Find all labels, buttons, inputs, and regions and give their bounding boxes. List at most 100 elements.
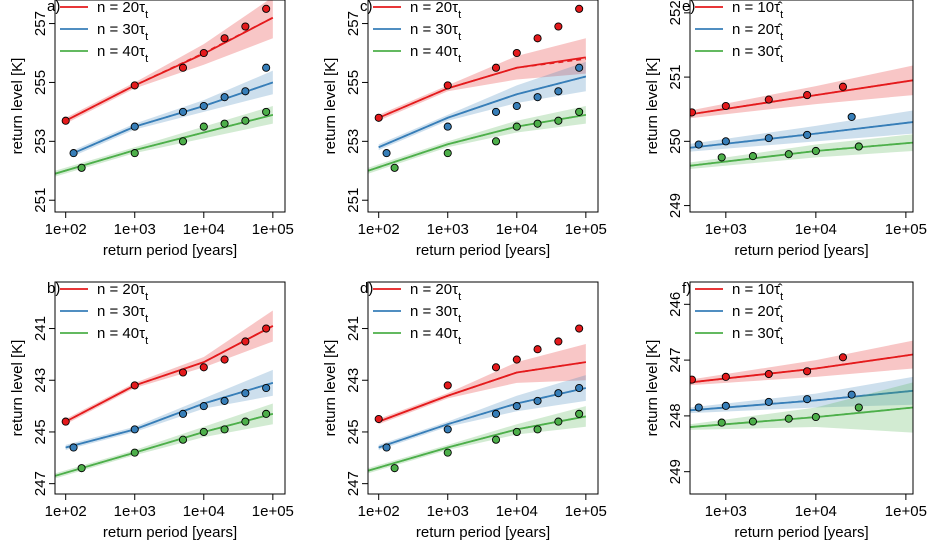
- data-point: [241, 87, 250, 96]
- legend-label: n = 40τt: [97, 325, 148, 347]
- confidence-band: [378, 375, 586, 451]
- x-tick-label: 1e+05: [565, 503, 607, 520]
- data-point: [721, 372, 730, 381]
- y-tick-label: 255: [32, 70, 49, 95]
- data-point: [130, 425, 139, 434]
- series-1: [378, 61, 587, 158]
- data-point: [838, 353, 847, 362]
- data-point: [220, 93, 229, 102]
- data-point: [533, 93, 542, 102]
- legend-label: n = 10τ̂t: [732, 0, 783, 21]
- data-point: [721, 401, 730, 410]
- fit-line: [65, 325, 274, 423]
- fit-line: [55, 113, 274, 175]
- data-point: [178, 63, 188, 72]
- data-point: [554, 87, 563, 96]
- data-point: [130, 149, 139, 158]
- panel-label: c): [360, 0, 373, 15]
- legend-label: n = 20τ̂t: [732, 303, 783, 325]
- plot-area: [368, 4, 587, 174]
- data-point: [512, 355, 521, 364]
- confidence-band: [690, 65, 913, 119]
- x-tick-label: 1e+04: [183, 221, 225, 238]
- confidence-band: [65, 0, 273, 124]
- y-tick-label: 245: [32, 419, 49, 444]
- plot-area: [55, 0, 274, 177]
- y-tick-label: 255: [345, 70, 362, 95]
- plot-frame: [367, 281, 599, 495]
- data-point: [721, 101, 730, 111]
- y-tick-label: 251: [345, 188, 362, 213]
- data-point: [512, 48, 521, 58]
- confidence-band: [368, 106, 586, 174]
- data-point: [199, 363, 208, 372]
- fit-line: [378, 387, 587, 449]
- panel-label: e): [682, 0, 695, 15]
- series-0: [374, 324, 586, 425]
- data-point: [178, 368, 188, 377]
- data-point: [199, 101, 208, 111]
- x-axis-label: return period [years]: [103, 524, 237, 541]
- data-point: [443, 425, 452, 434]
- data-point: [443, 81, 452, 90]
- x-tick-label: 1e+04: [795, 221, 837, 238]
- data-point: [491, 409, 501, 418]
- data-point: [443, 381, 452, 390]
- data-point: [694, 140, 703, 149]
- data-point: [533, 396, 542, 405]
- fit-line: [690, 79, 913, 116]
- x-axis-label: return period [years]: [103, 242, 237, 259]
- data-point: [690, 108, 696, 117]
- data-point: [764, 134, 773, 143]
- y-tick-label: 249: [667, 459, 684, 484]
- data-point: [575, 107, 584, 116]
- data-point: [491, 363, 501, 372]
- data-point: [575, 63, 584, 72]
- series-1: [378, 375, 587, 452]
- legend-label: n = 20τt: [410, 281, 461, 303]
- data-point: [575, 383, 584, 393]
- data-point: [178, 409, 188, 418]
- plot-frame: [689, 281, 914, 495]
- y-axis-label: return level [K]: [9, 340, 26, 437]
- data-point: [199, 402, 208, 411]
- data-point: [241, 417, 250, 426]
- data-point: [178, 435, 188, 444]
- legend-label: n = 30τ̂t: [732, 43, 783, 65]
- data-point: [554, 389, 563, 398]
- data-point: [61, 116, 70, 125]
- confidence-band: [690, 382, 913, 433]
- x-tick-label: 1e+03: [114, 221, 156, 238]
- y-tick-label: 247: [345, 471, 362, 496]
- y-tick-label: 257: [32, 11, 49, 36]
- data-point: [554, 116, 563, 125]
- series-1: [69, 63, 274, 158]
- data-point: [443, 448, 452, 457]
- series-2: [368, 406, 587, 474]
- legend-label: n = 40τt: [97, 43, 148, 65]
- data-point: [262, 107, 271, 116]
- data-point: [838, 82, 847, 91]
- legend-label: n = 30τt: [97, 303, 148, 325]
- y-tick-label: 247: [32, 471, 49, 496]
- data-point: [803, 130, 812, 139]
- panel-d: 1e+02 1e+03 1e+04 1e+05 return period [years…: [322, 280, 607, 541]
- x-tick-label: 1e+05: [885, 221, 927, 238]
- data-point: [854, 142, 863, 151]
- data-point: [374, 113, 383, 122]
- plot-frame: [689, 0, 914, 213]
- data-point: [443, 122, 452, 131]
- panel-a: 1e+02 1e+03 1e+04 1e+05 return period [years…: [9, 0, 294, 259]
- x-tick-label: 1e+04: [795, 503, 837, 520]
- series-0: [61, 0, 274, 125]
- data-point: [262, 409, 271, 418]
- confidence-band: [65, 369, 273, 451]
- x-tick-label: 1e+03: [114, 503, 156, 520]
- x-tick-label: 1e+03: [427, 503, 469, 520]
- y-tick-label: 257: [345, 11, 362, 36]
- data-point: [220, 119, 229, 128]
- data-point: [533, 425, 542, 434]
- x-tick-label: 1e+02: [45, 221, 87, 238]
- data-point: [130, 448, 139, 457]
- y-tick-label: 253: [32, 129, 49, 154]
